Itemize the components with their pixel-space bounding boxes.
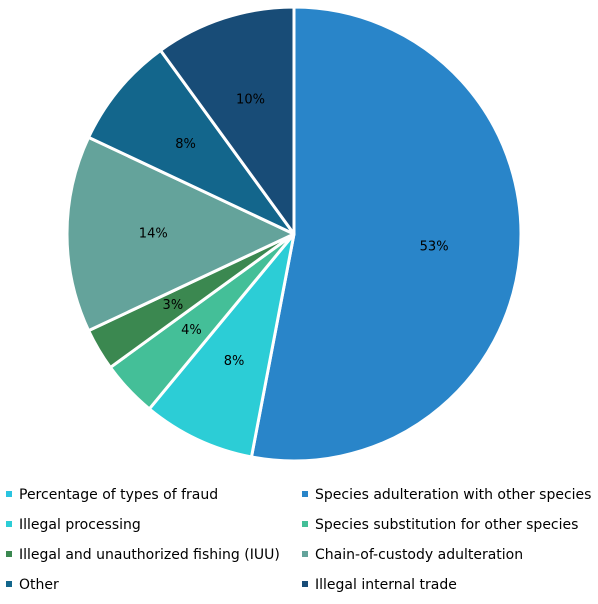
pie-slice-label-7: 10%	[236, 93, 265, 108]
pie-slices	[65, 5, 523, 463]
legend-item: Other	[6, 570, 59, 600]
legend-label: Other	[19, 577, 59, 593]
legend-label: Illegal internal trade	[315, 577, 457, 593]
legend-label: Illegal and unauthorized fishing (IUU)	[19, 547, 280, 563]
pie-labels: 53% 8% 4% 3% 14% 8% 10%	[139, 93, 449, 369]
legend-swatch	[6, 581, 12, 587]
pie-slice-label-6: 8%	[175, 137, 196, 152]
legend-label: Species adulteration with other species	[315, 487, 592, 503]
legend-item: Illegal internal trade	[302, 570, 457, 600]
pie-slice-6	[87, 48, 296, 236]
pie-slice-label-1: 53%	[420, 240, 449, 255]
legend-label: Percentage of types of fraud	[19, 487, 219, 503]
legend-item: Species substitution for other species	[302, 510, 578, 540]
legend-label: Illegal processing	[19, 517, 141, 533]
pie-slice-label-4: 3%	[163, 298, 184, 313]
pie-slice-1	[249, 5, 523, 463]
legend-swatch	[6, 551, 12, 557]
legend-item: Illegal processing	[6, 510, 141, 540]
legend-swatch	[6, 521, 12, 527]
pie-slice-label-2: 8%	[224, 354, 245, 369]
chart-legend: Percentage of types of fraud Species adul…	[0, 480, 598, 604]
legend-item: Chain-of-custody adulteration	[302, 540, 523, 570]
pie-slice-5	[65, 135, 296, 333]
pie-slice-label-5: 14%	[139, 227, 168, 242]
legend-swatch	[6, 491, 12, 497]
legend-item: Percentage of types of fraud	[6, 480, 218, 510]
pie-chart: 53% 8% 4% 3% 14% 8% 10%	[65, 5, 523, 463]
legend-item: Illegal and unauthorized fishing (IUU)	[6, 540, 280, 570]
legend-swatch	[302, 581, 308, 587]
pie-slice-2	[147, 232, 296, 459]
pie-slice-label-3: 4%	[181, 323, 202, 338]
legend-label: Species substitution for other species	[315, 517, 579, 533]
pie-slice-7	[159, 5, 296, 236]
legend-swatch	[302, 551, 308, 557]
legend-swatch	[302, 521, 308, 527]
legend-swatch	[302, 491, 308, 497]
legend-item: Species adulteration with other species	[302, 480, 591, 510]
legend-label: Chain-of-custody adulteration	[315, 547, 524, 563]
